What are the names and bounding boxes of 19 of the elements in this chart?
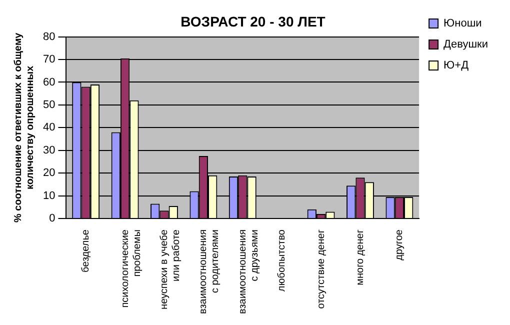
y-tick-label: 60 <box>42 76 56 88</box>
y-tick-label: 0 <box>49 212 56 225</box>
legend-label: Девушки <box>444 38 488 51</box>
y-tick-label: 30 <box>42 144 56 156</box>
x-tick-label: безделье <box>80 229 92 273</box>
legend-label: Ю+Д <box>444 60 470 72</box>
x-tick-label: любопытство <box>276 229 288 292</box>
y-axis-title: % соотношение ответивших к общему количеству опрошенных <box>12 32 36 222</box>
y-tick-label: 80 <box>42 30 56 43</box>
y-tick-label: 40 <box>42 122 56 134</box>
y-tick-label: 20 <box>42 167 56 180</box>
x-tick-label: много денег <box>354 229 366 286</box>
y-tick-label: 70 <box>42 54 56 66</box>
x-tick-label: другое <box>394 229 406 260</box>
y-tick-label: 10 <box>42 190 56 202</box>
chart-title: ВОЗРАСТ 20 - 30 ЛЕТ <box>180 13 326 30</box>
y-tick-label: 50 <box>42 98 56 111</box>
x-tick-label: отсутствие денег <box>316 229 327 309</box>
legend-label: Юноши <box>444 18 482 30</box>
